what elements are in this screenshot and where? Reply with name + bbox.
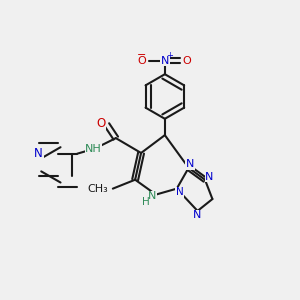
Text: NH: NH: [85, 143, 102, 154]
Text: N: N: [205, 172, 214, 182]
Text: N: N: [34, 147, 43, 160]
Text: O: O: [182, 56, 191, 66]
Text: CH₃: CH₃: [88, 184, 108, 194]
Text: −: −: [137, 50, 147, 60]
Text: N: N: [161, 56, 169, 66]
Text: +: +: [166, 51, 173, 60]
Text: N: N: [186, 159, 194, 169]
Text: N: N: [176, 187, 184, 197]
Text: N: N: [148, 191, 157, 201]
Text: H: H: [142, 197, 149, 207]
Text: O: O: [138, 56, 146, 66]
Text: N: N: [194, 210, 202, 220]
Text: O: O: [96, 117, 106, 130]
